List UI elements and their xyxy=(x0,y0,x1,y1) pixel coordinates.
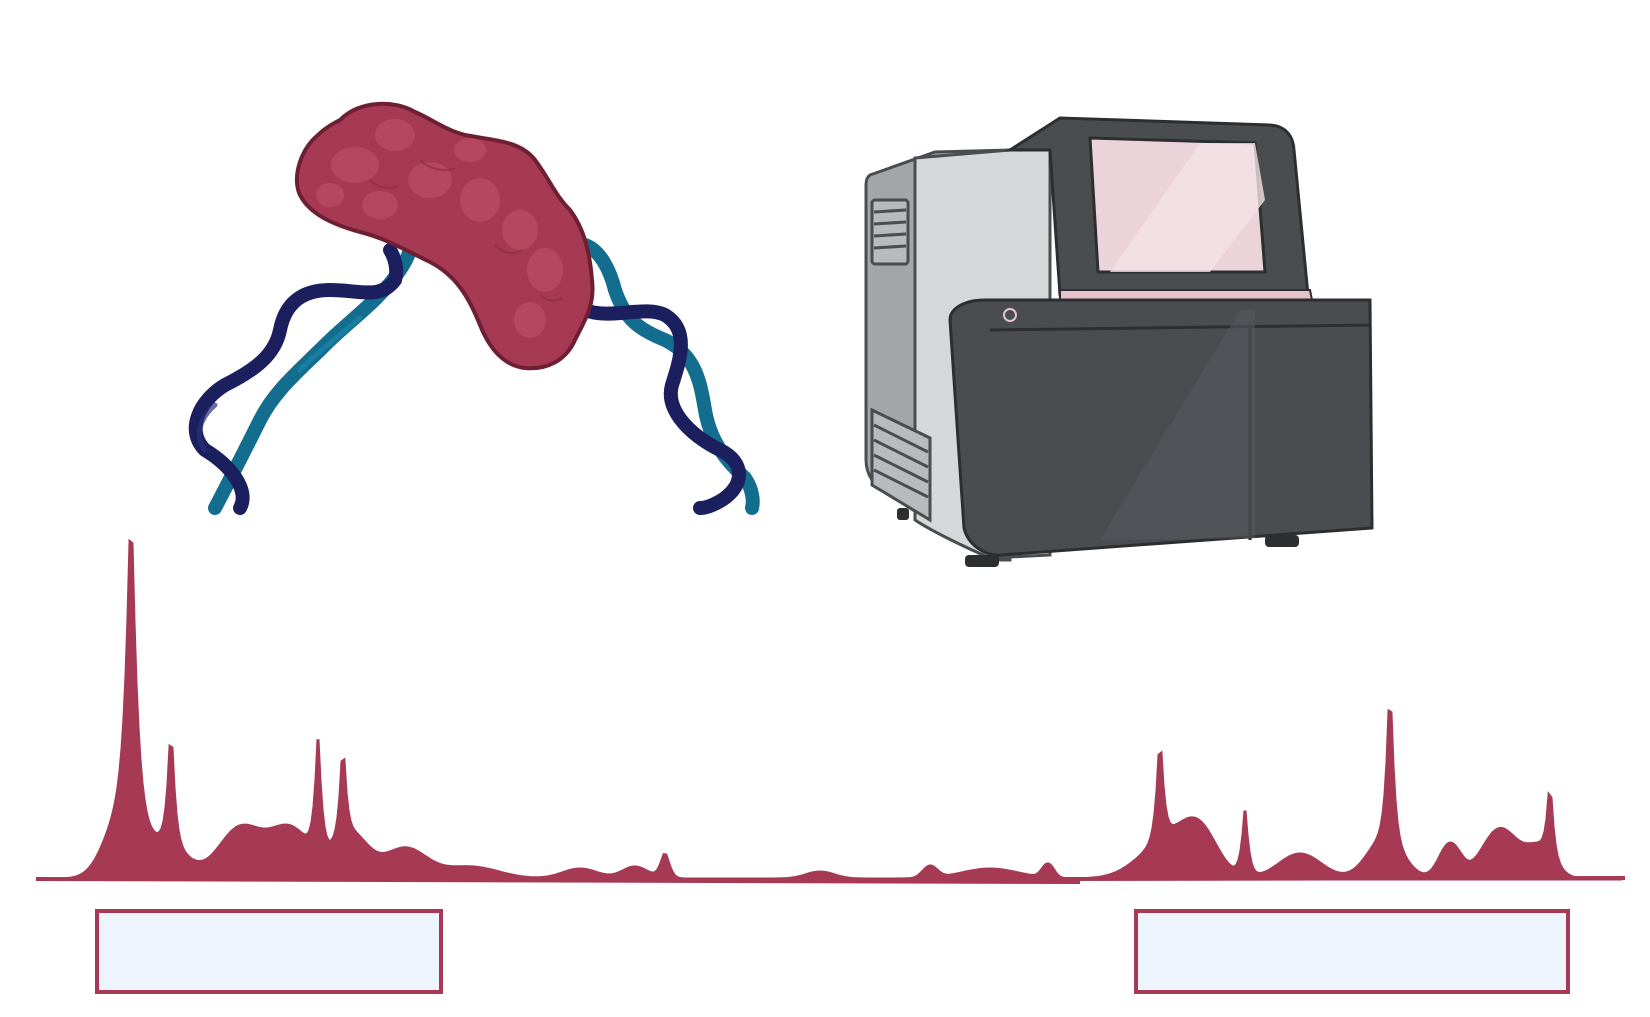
label-box-left xyxy=(95,909,443,994)
sequencing-machine-icon xyxy=(864,116,1374,567)
dna-strand-dark-inner xyxy=(196,402,218,453)
sequencer-front-panel-line xyxy=(989,323,1371,332)
dna-double-helix-icon xyxy=(188,233,760,515)
label-box-right xyxy=(1134,909,1570,994)
protein-creases xyxy=(369,159,563,302)
peak-profile-right xyxy=(1064,708,1622,881)
dna-strand-light-inner xyxy=(297,315,363,373)
sequencer-vent-top xyxy=(870,198,910,266)
sequencer-power-button xyxy=(1003,308,1017,322)
protein-texture xyxy=(316,119,563,338)
peak-baseline-right xyxy=(1064,876,1626,881)
peak-baseline-left xyxy=(35,877,1081,884)
dna-strand-dark-2 xyxy=(578,303,746,515)
sequencer-feet xyxy=(897,508,1299,567)
peak-profiles xyxy=(35,538,1626,884)
peak-profile-left xyxy=(36,538,1076,881)
sequencer-screen-glare xyxy=(1110,143,1265,272)
label-box-left-frame xyxy=(95,909,443,994)
protein-blob-icon xyxy=(294,101,595,371)
sequencer-front-body xyxy=(948,298,1374,557)
label-box-right-frame xyxy=(1134,909,1570,994)
sequencer-vent-bottom xyxy=(870,407,932,523)
sequencer-front-glare xyxy=(1100,310,1255,540)
